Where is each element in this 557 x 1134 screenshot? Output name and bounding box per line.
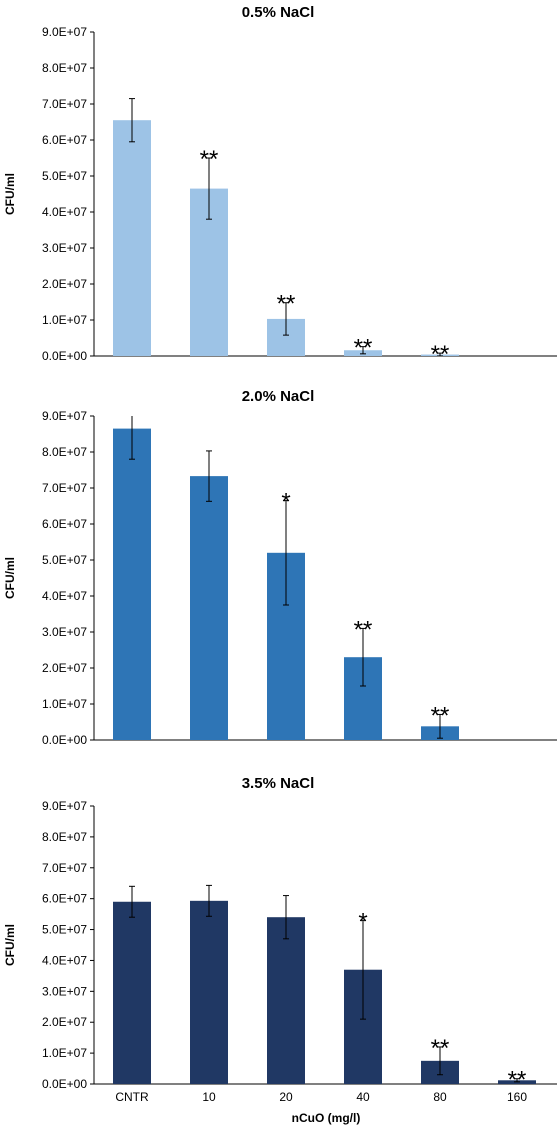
y-tick-label: 4.0E+07 <box>42 589 87 603</box>
y-tick-label: 0.0E+00 <box>42 1077 87 1091</box>
y-tick-label: 9.0E+07 <box>42 25 87 39</box>
x-tick-label: 20 <box>279 1090 293 1104</box>
bar-CNTR <box>113 901 151 1084</box>
y-tick-label: 9.0E+07 <box>42 409 87 423</box>
y-tick-label: 5.0E+07 <box>42 923 87 937</box>
x-tick-label: CNTR <box>115 1090 149 1104</box>
significance-label: * <box>281 489 290 516</box>
y-tick-label: 2.0E+07 <box>42 1015 87 1029</box>
y-tick-label: 9.0E+07 <box>42 799 87 813</box>
y-tick-label: 1.0E+07 <box>42 1046 87 1060</box>
significance-label: ** <box>431 702 450 729</box>
significance-label: * <box>358 908 367 935</box>
y-tick-label: 6.0E+07 <box>42 892 87 906</box>
y-axis-label: CFU/ml <box>3 924 17 966</box>
y-axis-label: CFU/ml <box>3 557 17 599</box>
x-axis-label: nCuO (mg/l) <box>292 1111 361 1125</box>
y-tick-label: 3.0E+07 <box>42 625 87 639</box>
x-tick-label: 160 <box>507 1090 527 1104</box>
significance-label: ** <box>277 291 296 318</box>
y-tick-label: 1.0E+07 <box>42 313 87 327</box>
significance-label: ** <box>200 146 219 173</box>
bar-10 <box>190 900 228 1084</box>
chart-title: 2.0% NaCl <box>242 388 315 405</box>
y-tick-label: 0.0E+00 <box>42 733 87 747</box>
y-tick-label: 7.0E+07 <box>42 97 87 111</box>
y-tick-label: 0.0E+00 <box>42 349 87 363</box>
y-tick-label: 7.0E+07 <box>42 481 87 495</box>
chart-panel-2: 2.0% NaCl 0.0E+00 1.0E+07 2.0E+07 3.0E+07 4.0… <box>3 388 557 747</box>
y-axis-label: CFU/ml <box>3 173 17 215</box>
significance-label: ** <box>508 1067 527 1094</box>
y-tick-label: 3.0E+07 <box>42 241 87 255</box>
bar-20 <box>267 917 305 1084</box>
significance-label: ** <box>431 1035 450 1062</box>
bar-CNTR <box>113 428 151 740</box>
y-tick-label: 4.0E+07 <box>42 205 87 219</box>
significance-label: ** <box>431 341 450 368</box>
chart-title: 0.5% NaCl <box>242 4 315 21</box>
y-tick-label: 8.0E+07 <box>42 445 87 459</box>
y-tick-label: 6.0E+07 <box>42 133 87 147</box>
x-tick-label: 80 <box>433 1090 447 1104</box>
significance-label: ** <box>354 616 373 643</box>
y-tick-label: 1.0E+07 <box>42 697 87 711</box>
bar-CNTR <box>113 120 151 356</box>
y-tick-label: 2.0E+07 <box>42 661 87 675</box>
significance-label: ** <box>354 335 373 362</box>
y-tick-label: 4.0E+07 <box>42 953 87 967</box>
bar-10 <box>190 476 228 740</box>
y-tick-label: 8.0E+07 <box>42 830 87 844</box>
x-tick-label: 40 <box>356 1090 370 1104</box>
y-tick-label: 7.0E+07 <box>42 861 87 875</box>
y-tick-label: 8.0E+07 <box>42 61 87 75</box>
y-tick-label: 5.0E+07 <box>42 169 87 183</box>
chart-panel-3: 3.5% NaCl 0.0E+00 1.0E+07 2.0E+07 3.0E+07 4.0… <box>3 775 557 1125</box>
y-tick-label: 6.0E+07 <box>42 517 87 531</box>
y-tick-label: 5.0E+07 <box>42 553 87 567</box>
chart-panel-1: 0.5% NaCl 0.0E+00 1.0E+07 2.0E+07 3.0E+07 4.0… <box>3 4 557 368</box>
x-tick-label: 10 <box>202 1090 216 1104</box>
y-tick-label: 3.0E+07 <box>42 984 87 998</box>
chart-title: 3.5% NaCl <box>242 775 315 792</box>
y-tick-label: 2.0E+07 <box>42 277 87 291</box>
